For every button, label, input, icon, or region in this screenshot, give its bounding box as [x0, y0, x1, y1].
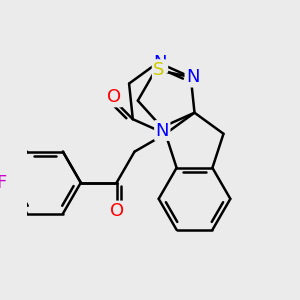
Text: F: F — [0, 174, 7, 192]
Text: N: N — [155, 122, 169, 140]
Text: S: S — [153, 61, 165, 79]
Text: N: N — [186, 68, 200, 86]
Text: N: N — [153, 53, 167, 71]
Text: O: O — [110, 202, 124, 220]
Text: O: O — [107, 88, 121, 106]
